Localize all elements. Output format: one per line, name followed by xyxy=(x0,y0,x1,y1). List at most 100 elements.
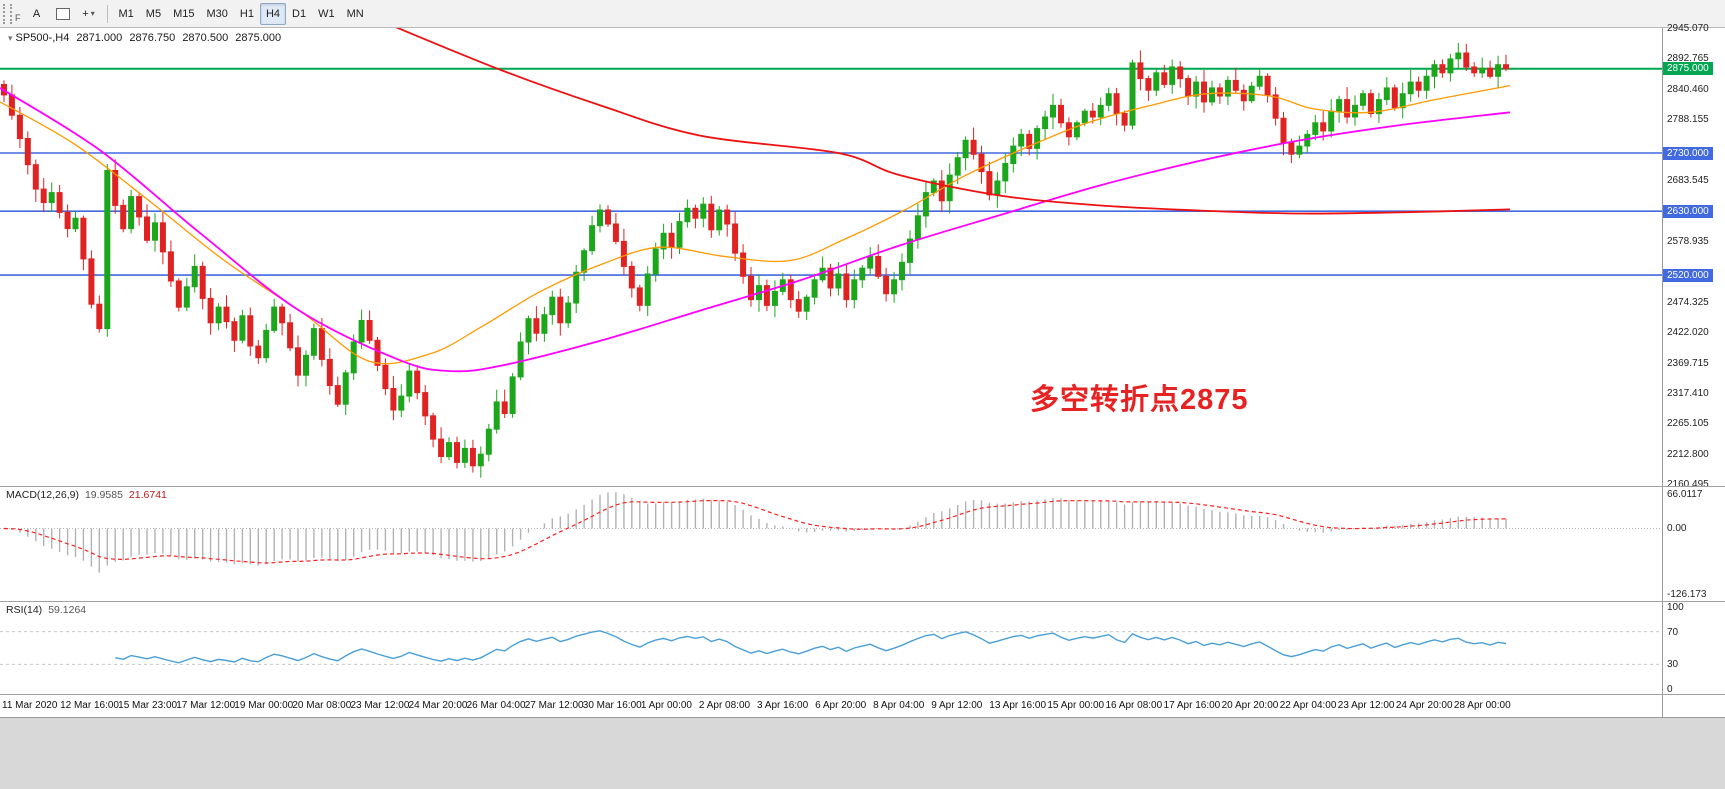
macd-signal-line xyxy=(3,500,1506,564)
ohlc-open: 2871.000 xyxy=(76,32,123,44)
tab-timeframe-m5[interactable]: M5 xyxy=(140,3,167,25)
chart-caret-icon: ▾ xyxy=(8,33,13,43)
tab-timeframe-m15[interactable]: M15 xyxy=(167,3,200,25)
font-tool-button[interactable]: A xyxy=(24,3,50,25)
timeframe-button-group: M1 M5 M15 M30 H1 H4 D1 W1 MN xyxy=(113,2,370,25)
tab-timeframe-h1[interactable]: H1 xyxy=(234,3,260,25)
rsi-value: 59.1264 xyxy=(48,604,87,616)
macd-tick-label: 0.00 xyxy=(1667,523,1687,535)
time-axis-label: 20 Mar 08:00 xyxy=(292,700,352,711)
price-tick-label: 2369.715 xyxy=(1667,357,1709,369)
candles-layer xyxy=(1,43,1509,478)
price-tick-label: 2212.800 xyxy=(1667,448,1709,460)
price-tick-label: 2683.545 xyxy=(1667,175,1709,187)
time-axis-label: 6 Apr 20:00 xyxy=(815,700,867,711)
time-axis-corner xyxy=(1662,695,1725,717)
time-axis[interactable]: 11 Mar 2020 12 Mar 16:00 15 Mar 23:00 17 Ma… xyxy=(0,694,1725,717)
macd-panel: MACD(12,26,9) 19.9585 21.6741 66.0117 0.00 -… xyxy=(0,486,1725,601)
time-axis-label: 22 Apr 04:00 xyxy=(1279,700,1337,711)
crosshair-icon: + xyxy=(82,7,89,20)
price-chart-plot[interactable]: ▾ SP500-,H4 2871.000 2876.750 2870.500 28… xyxy=(0,28,1663,486)
rsi-panel: RSI(14) 59.1264 100 70 30 0 xyxy=(0,601,1725,695)
time-axis-label: 30 Mar 16:00 xyxy=(582,700,642,711)
toolbar: F A + ▾ M1 M5 M15 M30 H1 H4 D1 W1 MN xyxy=(0,0,1725,28)
rsi-name: RSI(14) xyxy=(6,604,43,616)
tab-timeframe-m30[interactable]: M30 xyxy=(200,3,233,25)
object-tool-button[interactable] xyxy=(50,3,76,25)
tab-timeframe-d1[interactable]: D1 xyxy=(286,3,312,25)
price-tick-label: 2265.105 xyxy=(1667,418,1709,430)
time-axis-label: 26 Mar 04:00 xyxy=(466,700,526,711)
rsi-label: RSI(14) 59.1264 xyxy=(6,604,86,616)
price-tick-label: 2160.495 xyxy=(1667,479,1709,491)
rsi-plot[interactable]: RSI(14) 59.1264 xyxy=(0,602,1663,694)
tab-timeframe-w1[interactable]: W1 xyxy=(312,3,341,25)
time-axis-label: 3 Apr 16:00 xyxy=(757,700,809,711)
ma-layer xyxy=(0,28,1511,373)
tab-timeframe-m1[interactable]: M1 xyxy=(113,3,140,25)
time-axis-label: 2 Apr 08:00 xyxy=(698,700,751,711)
symbol-ohlc-label: ▾ SP500-,H4 2871.000 2876.750 2870.500 28… xyxy=(8,32,285,44)
ohlc-low: 2870.500 xyxy=(182,32,229,44)
object-icon xyxy=(55,7,70,20)
price-level-badge: 2875.000 xyxy=(1663,62,1713,76)
macd-value-signal: 21.6741 xyxy=(128,489,167,501)
time-axis-label: 23 Apr 12:00 xyxy=(1337,700,1395,711)
price-level-badge: 2630.000 xyxy=(1663,204,1713,218)
hlines-layer xyxy=(0,67,1663,276)
crosshair-tool-button[interactable]: + ▾ xyxy=(76,3,102,25)
time-axis-label: 24 Mar 20:00 xyxy=(408,700,468,711)
price-tick-label: 2317.410 xyxy=(1667,387,1709,399)
symbol-name: SP500-,H4 xyxy=(15,32,70,44)
price-level-badge: 2520.000 xyxy=(1663,268,1713,282)
macd-tick-label: 66.0117 xyxy=(1667,489,1703,501)
tab-timeframe-mn[interactable]: MN xyxy=(341,3,370,25)
macd-label: MACD(12,26,9) 19.9585 21.6741 xyxy=(6,489,167,501)
rsi-tick-label: 30 xyxy=(1667,659,1679,671)
rsi-line xyxy=(115,630,1507,664)
time-axis-label: 13 Apr 16:00 xyxy=(989,700,1047,711)
price-axis[interactable]: 2945.070 2892.765 2840.460 2788.155 2683.545… xyxy=(1662,23,1725,490)
time-axis-label: 15 Apr 00:00 xyxy=(1047,700,1105,711)
time-axis-label: 28 Apr 00:00 xyxy=(1453,700,1511,711)
ma-slow-red xyxy=(395,28,1511,215)
time-axis-label: 11 Mar 2020 xyxy=(2,700,58,711)
dropdown-caret-icon: ▾ xyxy=(90,9,95,18)
macd-histogram-layer xyxy=(11,492,1507,573)
chart-annotation-text: 多空转折点2875 xyxy=(1030,384,1249,416)
macd-name: MACD(12,26,9) xyxy=(6,489,79,501)
bottom-strip xyxy=(0,717,1725,789)
tab-timeframe-h4[interactable]: H4 xyxy=(259,2,286,25)
time-axis-label: 23 Mar 12:00 xyxy=(350,700,410,711)
price-tick-label: 2840.460 xyxy=(1667,83,1709,95)
toolbar-separator xyxy=(106,4,108,23)
rsi-tick-label: 70 xyxy=(1667,626,1679,638)
time-axis-label: 19 Mar 00:00 xyxy=(234,700,294,711)
toolbar-grip[interactable] xyxy=(3,3,12,24)
macd-value-main: 19.9585 xyxy=(84,489,123,501)
ohlc-high: 2876.750 xyxy=(129,32,176,44)
ohlc-close: 2875.000 xyxy=(235,32,282,44)
price-chart-canvas[interactable] xyxy=(0,28,1663,486)
toolbar-mini-label: F xyxy=(15,12,21,23)
time-axis-label: 8 Apr 04:00 xyxy=(873,700,925,711)
macd-tick-label: -126.173 xyxy=(1667,588,1707,600)
time-axis-labels: 11 Mar 2020 12 Mar 16:00 15 Mar 23:00 17 Ma… xyxy=(0,695,1663,717)
time-axis-label: 27 Mar 12:00 xyxy=(524,700,584,711)
rsi-tick-label: 100 xyxy=(1667,602,1684,613)
macd-canvas[interactable] xyxy=(0,487,1663,601)
price-tick-label: 2422.020 xyxy=(1667,327,1709,339)
price-tick-label: 2892.765 xyxy=(1667,53,1709,65)
macd-plot[interactable]: MACD(12,26,9) 19.9585 21.6741 xyxy=(0,487,1663,601)
font-icon: A xyxy=(32,7,41,20)
price-tick-label: 2788.155 xyxy=(1667,114,1709,126)
time-axis-label: 16 Apr 08:00 xyxy=(1105,700,1163,711)
price-level-badge: 2730.000 xyxy=(1663,146,1713,160)
rsi-canvas[interactable] xyxy=(0,602,1663,694)
rsi-axis[interactable]: 100 70 30 0 xyxy=(1662,602,1725,695)
time-axis-label: 15 Mar 23:00 xyxy=(118,700,178,711)
price-chart-panel: ▾ SP500-,H4 2871.000 2876.750 2870.500 28… xyxy=(0,23,1725,490)
macd-axis[interactable]: 66.0117 0.00 -126.173 xyxy=(1662,487,1725,601)
time-axis-label: 9 Apr 12:00 xyxy=(931,700,983,711)
time-axis-label: 20 Apr 20:00 xyxy=(1221,700,1279,711)
